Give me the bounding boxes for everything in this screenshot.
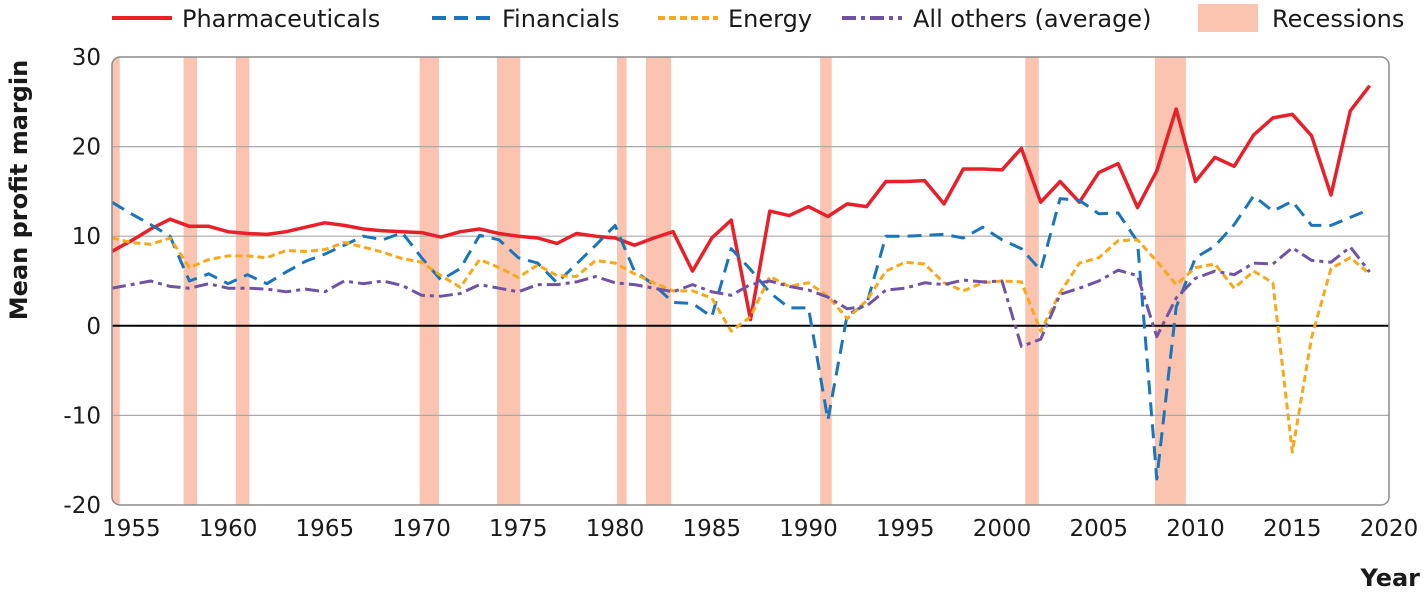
y-axis-title: Mean profit margin <box>5 60 33 320</box>
series-line-pharmaceuticals <box>112 84 1372 322</box>
legend-label-recessions: Recessions <box>1272 5 1404 33</box>
x-tick-label: 1970 <box>392 516 451 542</box>
recession-band-5 <box>616 57 627 505</box>
recession-band-10 <box>1389 57 1397 505</box>
plot-frame <box>111 56 1390 506</box>
gridlines <box>112 146 1389 416</box>
x-tick-label: 1960 <box>199 516 258 542</box>
x-tick-labels: 1955 1960 1965 1970 1975 1980 1985 1990 1995 2000… <box>102 516 1418 542</box>
x-tick-label: 2015 <box>1263 516 1322 542</box>
y-tick-label: -10 <box>63 403 101 429</box>
y-tick-label: 0 <box>86 314 101 340</box>
y-tick-label: 30 <box>72 45 101 71</box>
x-tick-label: 2020 <box>1360 516 1419 542</box>
x-tick-label: 1990 <box>779 516 838 542</box>
plot-border <box>111 56 1390 506</box>
x-axis-title: Year <box>1360 564 1421 592</box>
y-tick-label: -20 <box>63 493 101 519</box>
legend: Pharmaceuticals Financials Energy All ot… <box>112 4 1404 33</box>
recession-band-8 <box>1025 57 1039 505</box>
x-tick-label: 1985 <box>683 516 742 542</box>
x-tick-label: 1980 <box>586 516 645 542</box>
x-tick-label: 2010 <box>1166 516 1225 542</box>
x-tick-label: 1965 <box>296 516 355 542</box>
legend-label-financials: Financials <box>502 5 620 33</box>
recession-band-0 <box>112 57 120 505</box>
y-tick-label: 20 <box>72 135 101 161</box>
legend-swatch-recessions <box>1198 4 1258 32</box>
y-tick-labels: -20 -10 0 10 20 30 <box>63 45 101 519</box>
recession-band-3 <box>419 57 439 505</box>
series-line-energy <box>112 236 1371 454</box>
y-tick-label: 10 <box>72 224 101 250</box>
series-line-all-others-average <box>112 245 1371 348</box>
x-tick-label: 2000 <box>973 516 1032 542</box>
legend-label-pharmaceuticals: Pharmaceuticals <box>182 5 380 33</box>
x-tick-label: 2005 <box>1069 516 1128 542</box>
legend-label-all-others: All others (average) <box>913 5 1151 33</box>
series-lines <box>112 84 1372 481</box>
legend-label-energy: Energy <box>728 5 812 33</box>
recession-band-7 <box>820 57 832 505</box>
x-tick-label: 1995 <box>876 516 935 542</box>
x-tick-label: 1975 <box>489 516 548 542</box>
recession-band-4 <box>497 57 521 505</box>
recession-band-2 <box>235 57 250 505</box>
recession-bands <box>112 57 1397 505</box>
x-tick-label: 1955 <box>102 516 161 542</box>
